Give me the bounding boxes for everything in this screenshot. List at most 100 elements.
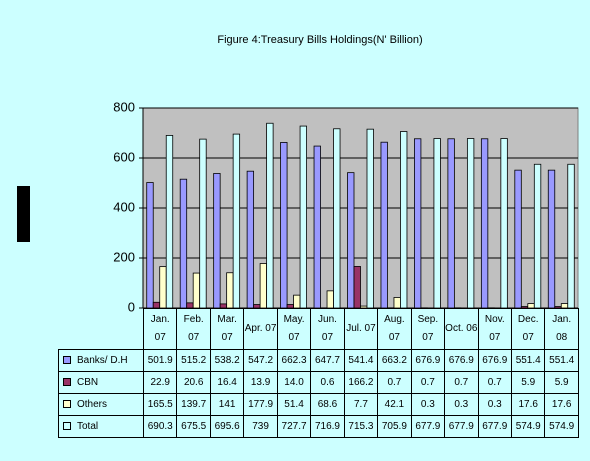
- x-tick-label: Jan. 07: [142, 308, 178, 350]
- legend-cell: Total: [58, 415, 144, 438]
- bar: [192, 272, 201, 309]
- bar: [179, 178, 188, 309]
- blank-cell: [58, 308, 144, 350]
- bar: [299, 125, 307, 309]
- table-value: 705.9: [377, 415, 412, 438]
- bar: [567, 163, 575, 309]
- table-value: 715.3: [343, 415, 379, 438]
- table-value: 647.7: [310, 349, 345, 372]
- table-value: 574.9: [510, 415, 546, 438]
- table-value: 677.9: [410, 415, 446, 438]
- table-value: 0.3: [410, 393, 446, 416]
- bar: [226, 272, 234, 309]
- y-tick-label: 200: [113, 249, 135, 264]
- bar: [353, 266, 361, 309]
- side-block: [17, 186, 30, 242]
- table-value: 166.2: [343, 371, 379, 394]
- table-value: 5.9: [544, 371, 579, 394]
- table-row: Total 690.3 675.5 695.6 739 727.7 716.9 715.3 70…: [58, 415, 579, 438]
- x-tick-label: Dec. 07: [510, 308, 546, 350]
- y-tick-label: 800: [113, 99, 135, 114]
- chart-title: Figure 4:Treasury Bills Holdings(N' Bill…: [217, 34, 422, 46]
- legend-swatch: [63, 378, 71, 387]
- table-value: 42.1: [377, 393, 412, 416]
- legend-cell: CBN: [58, 371, 144, 394]
- table-value: 574.9: [544, 415, 579, 438]
- bar: [293, 294, 301, 309]
- x-tick-label: Sep. 07: [410, 308, 446, 350]
- table-value: 551.4: [510, 349, 546, 372]
- table-value: 51.4: [276, 393, 312, 416]
- bar: [533, 163, 542, 309]
- table-value: 541.4: [343, 349, 379, 372]
- table-value: 0.6: [310, 371, 345, 394]
- x-tick-label: Jul. 07: [343, 308, 379, 350]
- bar: [213, 173, 221, 309]
- table-value: 663.2: [377, 349, 412, 372]
- bar: [400, 131, 408, 309]
- table-value: 0.7: [477, 371, 512, 394]
- table-value: 5.9: [510, 371, 546, 394]
- table-value: 739: [243, 415, 278, 438]
- legend-swatch: [63, 422, 71, 431]
- x-tick-label: Apr. 07: [243, 308, 278, 350]
- bar: [259, 263, 268, 309]
- table-value: 141: [209, 393, 245, 416]
- table-value: 547.2: [243, 349, 278, 372]
- table-value: 139.7: [176, 393, 211, 416]
- bar: [433, 138, 441, 309]
- table-row: Banks/ D.H 501.9 515.2 538.2 547.2 662.3 647.7…: [58, 349, 579, 372]
- table-value: 676.9: [444, 349, 479, 372]
- bar: [347, 172, 355, 309]
- table-value: 165.5: [142, 393, 178, 416]
- table-row: CBN 22.9 20.6 16.4 13.9 14.0 0.6 166.2 0.7 0.7 0.7…: [58, 371, 579, 394]
- table-value: 551.4: [544, 349, 579, 372]
- table-value: 20.6: [176, 371, 211, 394]
- bar: [514, 169, 522, 309]
- bar: [466, 138, 475, 309]
- table-value: 7.7: [343, 393, 379, 416]
- bar: [393, 297, 401, 309]
- legend-cell: Banks/ D.H: [58, 349, 144, 372]
- table-value: 17.6: [510, 393, 546, 416]
- x-tick-label: Nov. 07: [477, 308, 512, 350]
- bar: [500, 138, 508, 309]
- table-value: 16.4: [209, 371, 245, 394]
- bar: [313, 145, 321, 309]
- bar: [414, 138, 422, 309]
- x-tick-label: Jun. 07: [310, 308, 345, 350]
- bar: [146, 182, 154, 309]
- bar: [266, 122, 274, 309]
- bar: [547, 169, 556, 309]
- bar: [326, 290, 334, 309]
- table-value: 677.9: [477, 415, 512, 438]
- x-tick-label: May. 07: [276, 308, 312, 350]
- x-tick-label: Oct. 06: [444, 308, 479, 350]
- x-tick-label: Mar. 07: [209, 308, 245, 350]
- table-value: 177.9: [243, 393, 278, 416]
- table-value: 515.2: [176, 349, 211, 372]
- table-value: 14.0: [276, 371, 312, 394]
- bar: [366, 128, 374, 309]
- table-value: 690.3: [142, 415, 178, 438]
- legend-swatch: [63, 356, 71, 365]
- bar: [232, 133, 241, 309]
- x-tick-label: Jan. 08: [544, 308, 579, 350]
- legend-label: Banks/ D.H: [77, 355, 128, 366]
- bar: [246, 170, 255, 309]
- table-value: 662.3: [276, 349, 312, 372]
- table-value: 677.9: [444, 415, 479, 438]
- legend-label: Total: [77, 421, 99, 432]
- table-value: 695.6: [209, 415, 245, 438]
- bar: [165, 135, 174, 309]
- x-tick-label: Aug. 07: [377, 308, 412, 350]
- legend-cell: Others: [58, 393, 144, 416]
- table-value: 716.9: [310, 415, 345, 438]
- data-table: Jan. 07 Feb. 07 Mar. 07 Apr. 07 May. 07 Jun. …: [58, 308, 579, 438]
- table-value: 22.9: [142, 371, 178, 394]
- table-row: Others 165.5 139.7 141 177.9 51.4 68.6 7.7 42.1 0…: [58, 393, 579, 416]
- bar: [480, 138, 489, 309]
- table-value: 501.9: [142, 349, 178, 372]
